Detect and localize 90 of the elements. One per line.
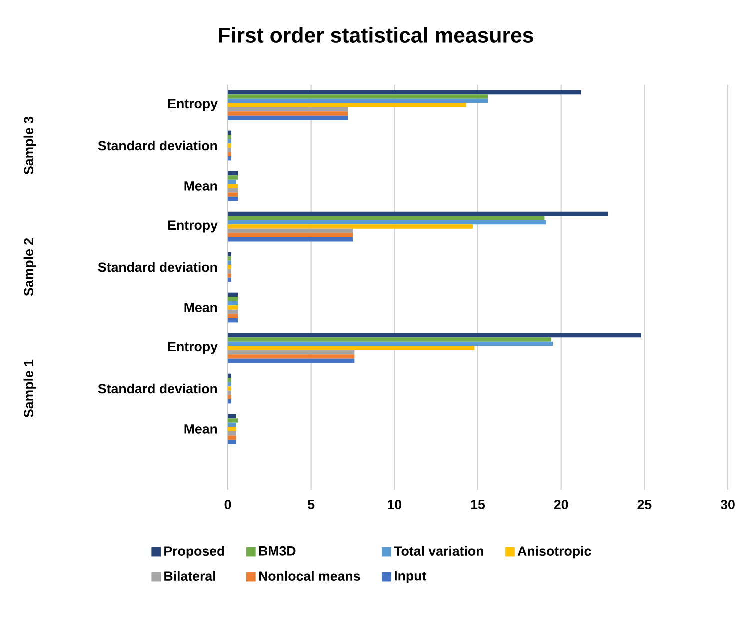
legend-label: Anisotropic [518, 546, 592, 559]
bar [228, 192, 238, 197]
text: Sample 2 [24, 238, 36, 296]
text: Sample 1 [24, 360, 36, 418]
chart-title: First order statistical measures [219, 27, 534, 43]
bar [228, 414, 236, 419]
bar [228, 212, 608, 216]
bar [228, 184, 238, 188]
bar [228, 318, 238, 323]
legend-label: BM3D [259, 546, 296, 556]
bar [228, 422, 236, 428]
bar [228, 94, 488, 99]
bar [228, 436, 236, 440]
x-tick-label: 25 [638, 500, 652, 510]
bar [228, 306, 238, 310]
bar [228, 374, 232, 378]
bar [228, 292, 238, 298]
bar [228, 148, 232, 152]
bar [228, 103, 466, 108]
bar [228, 358, 355, 364]
bar [228, 399, 232, 404]
y-tick-label: Standard deviation [98, 140, 218, 151]
y-tick-label: Entropy [168, 99, 218, 112]
legend-label: Total variation [394, 546, 484, 556]
bar [228, 135, 232, 140]
bar [228, 395, 232, 400]
bar [228, 116, 348, 120]
bar [228, 350, 355, 355]
bar [228, 233, 354, 238]
bar [228, 252, 232, 257]
y-tick-label: Entropy [168, 342, 218, 354]
bar [228, 427, 236, 432]
y-tick-label: Standard deviation [98, 262, 218, 272]
bar [228, 90, 582, 95]
bar [228, 418, 238, 423]
bar [228, 269, 232, 274]
x-tick-label: 30 [720, 500, 735, 510]
x-tick-label: 0 [224, 500, 232, 510]
x-tick-label: 10 [388, 500, 402, 510]
bar [228, 354, 355, 359]
bar [228, 301, 238, 306]
x-tick-label: 15 [471, 500, 486, 510]
legend-label: Nonlocal means [259, 571, 360, 582]
bar [228, 224, 474, 229]
bar [228, 139, 232, 144]
bar [228, 237, 354, 242]
bar [228, 171, 238, 176]
bar [228, 382, 232, 387]
x-tick-label: 5 [308, 500, 315, 510]
bar [228, 346, 475, 350]
bar [228, 297, 238, 302]
bar [228, 188, 238, 193]
legend-label: Input [394, 571, 427, 584]
bar [228, 310, 238, 314]
y-tick-label: Mean [184, 424, 218, 434]
bar [228, 342, 554, 346]
bar [228, 333, 642, 338]
bar [228, 260, 232, 266]
y-tick-label: Entropy [168, 220, 218, 233]
bar [228, 180, 236, 184]
x-tick-label: 20 [554, 500, 568, 510]
bar [228, 256, 232, 261]
bar [228, 107, 348, 112]
legend-label: Proposed [164, 546, 224, 559]
bar [228, 152, 232, 156]
bar [228, 216, 545, 220]
y-tick-label: Standard deviation [98, 384, 218, 394]
bar [228, 196, 238, 202]
bar [228, 112, 348, 116]
bar [228, 265, 232, 270]
bar [228, 338, 552, 342]
bar [228, 130, 232, 136]
y-tick-label: Mean [184, 182, 218, 191]
bar [228, 386, 232, 391]
bar [228, 144, 232, 148]
bar [228, 378, 232, 382]
bar [228, 278, 232, 282]
legend-label: Bilateral [164, 571, 216, 582]
text: Sample 3 [24, 116, 36, 175]
bar [228, 274, 232, 278]
bar [228, 220, 546, 225]
bar [228, 390, 232, 396]
bar [228, 314, 238, 318]
bar [228, 176, 238, 180]
bar [228, 228, 354, 234]
bar [228, 98, 488, 104]
bar [228, 440, 236, 444]
bar [228, 156, 232, 161]
bar [228, 431, 236, 436]
y-tick-label: Mean [184, 303, 218, 312]
